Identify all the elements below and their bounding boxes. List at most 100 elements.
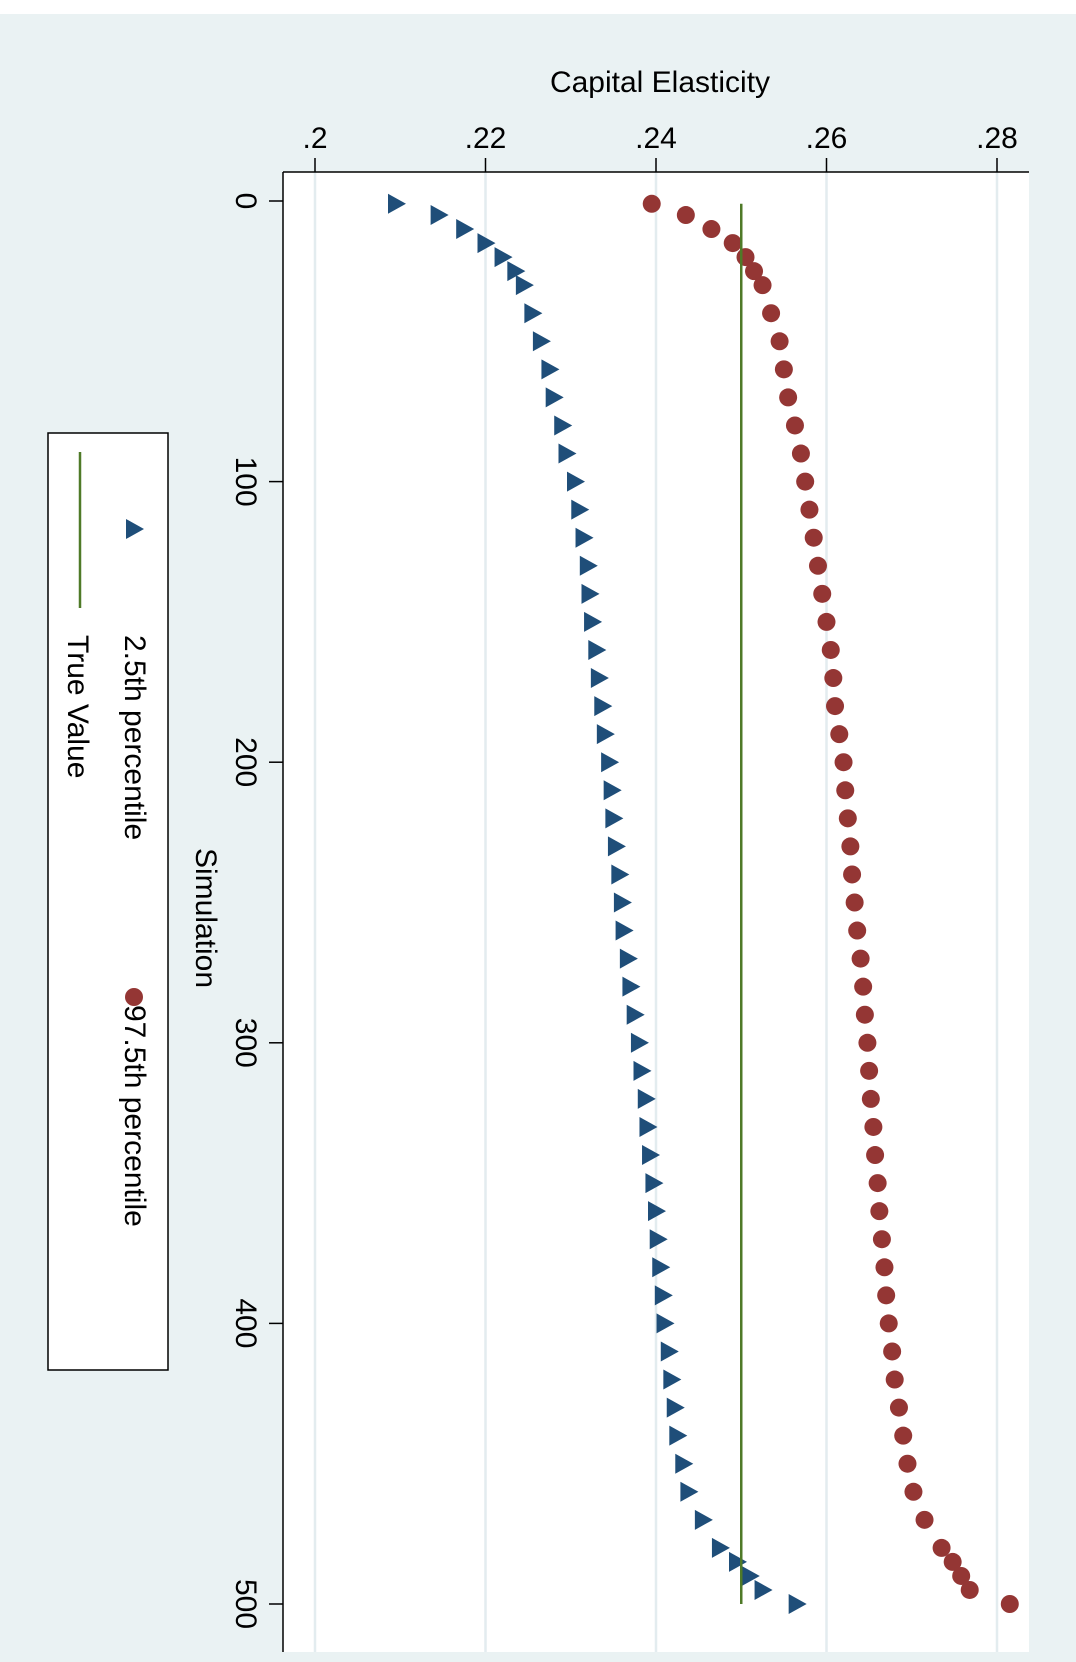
circle-point <box>830 725 849 744</box>
triangle-point <box>754 1579 773 1600</box>
circle-point <box>791 444 810 463</box>
x-tick-label-2: 200 <box>229 737 262 787</box>
circle-point <box>960 1580 979 1599</box>
circle-point <box>1000 1595 1019 1613</box>
circle-point <box>861 1089 880 1108</box>
circle-point <box>826 697 845 716</box>
triangle-point <box>558 443 577 464</box>
triangle-point <box>545 387 564 408</box>
triangle-point <box>656 1313 675 1334</box>
triangle-point <box>741 1565 760 1586</box>
triangle-point <box>611 864 630 885</box>
y-tick-label-4: .28 <box>976 122 1018 155</box>
y-tick-label-2: .24 <box>635 122 677 155</box>
x-axis-title: Simulation <box>189 848 222 988</box>
circle-point <box>785 416 804 435</box>
x-tick-label-5: 500 <box>229 1579 262 1629</box>
triangle-point <box>581 583 600 604</box>
circle-point <box>642 194 661 213</box>
legend-label-2-5th: 2.5th percentile <box>118 635 151 840</box>
circle-point <box>872 1230 891 1249</box>
legend-circle-marker <box>125 988 143 1006</box>
y-axis-title: Capital Elasticity <box>550 66 770 99</box>
circle-point <box>879 1314 898 1333</box>
triangle-point <box>575 527 594 548</box>
triangle-point <box>645 1173 664 1194</box>
triangle-point <box>626 1004 645 1025</box>
circle-point <box>821 640 840 659</box>
x-tick-label-3: 300 <box>229 1018 262 1068</box>
triangle-point <box>456 219 475 240</box>
legend-label-97-5th: 97.5th percentile <box>118 1005 151 1227</box>
triangle-point <box>554 415 573 436</box>
circle-point <box>883 1342 902 1361</box>
circle-point <box>808 556 827 575</box>
circle-point <box>779 388 798 407</box>
triangle-point <box>567 471 586 492</box>
triangle-point <box>680 1481 699 1502</box>
triangle-point <box>507 261 526 282</box>
circle-point <box>770 332 789 351</box>
triangle-point <box>649 1229 668 1250</box>
legend-box <box>47 432 169 1371</box>
triangle-point <box>584 611 603 632</box>
circle-point <box>834 753 853 772</box>
triangle-point <box>663 1369 682 1390</box>
axes: .2 .22 .24 .26 .28 0 100 200 300 400 500 <box>229 122 1029 1652</box>
circle-point <box>866 1146 885 1165</box>
triangle-point <box>711 1537 730 1558</box>
triangle-point <box>594 696 613 717</box>
x-tick-label-0: 0 <box>229 193 262 210</box>
y-tick-label-3: .26 <box>806 122 848 155</box>
circle-point <box>796 472 815 491</box>
circle-point <box>841 837 860 856</box>
triangle-point <box>494 247 513 268</box>
triangle-point <box>588 639 607 660</box>
triangle-point <box>669 1425 688 1446</box>
triangle-point <box>605 808 624 829</box>
circle-point <box>854 977 873 996</box>
triangle-point <box>430 205 449 226</box>
triangle-point <box>571 499 590 520</box>
triangle-point <box>666 1397 685 1418</box>
circle-point <box>838 809 857 828</box>
circle-point <box>864 1117 883 1136</box>
triangle-point <box>387 193 406 214</box>
circle-point <box>860 1061 879 1080</box>
circle-point <box>855 1005 874 1024</box>
circle-point <box>774 360 793 379</box>
triangle-point <box>613 892 632 913</box>
triangle-point <box>532 331 551 352</box>
grid-lines <box>313 172 999 1652</box>
circle-point <box>894 1426 913 1445</box>
triangle-point <box>607 836 626 857</box>
legend-label-true-value: True Value <box>61 635 94 778</box>
circle-point <box>676 206 695 225</box>
circle-point <box>952 1566 971 1585</box>
triangle-point <box>619 948 638 969</box>
triangle-point <box>652 1257 671 1278</box>
triangle-point <box>615 920 634 941</box>
circle-point <box>858 1033 877 1052</box>
data-series <box>387 193 1019 1614</box>
legend-triangle-marker <box>126 519 144 539</box>
circle-point <box>813 584 832 603</box>
triangle-point <box>728 1551 747 1572</box>
y-tick-label-1: .22 <box>465 122 507 155</box>
triangle-point <box>622 976 641 997</box>
triangle-point <box>596 724 615 745</box>
triangle-point <box>541 359 560 380</box>
triangle-point <box>637 1088 656 1109</box>
triangle-point <box>630 1032 649 1053</box>
triangle-point <box>675 1453 694 1474</box>
circle-point <box>762 304 781 323</box>
circle-point <box>932 1538 951 1557</box>
circle-point <box>836 781 855 800</box>
triangle-point <box>788 1594 807 1614</box>
circle-point <box>877 1286 896 1305</box>
triangle-point <box>579 555 598 576</box>
circle-point <box>875 1258 894 1277</box>
triangle-point <box>642 1145 661 1166</box>
